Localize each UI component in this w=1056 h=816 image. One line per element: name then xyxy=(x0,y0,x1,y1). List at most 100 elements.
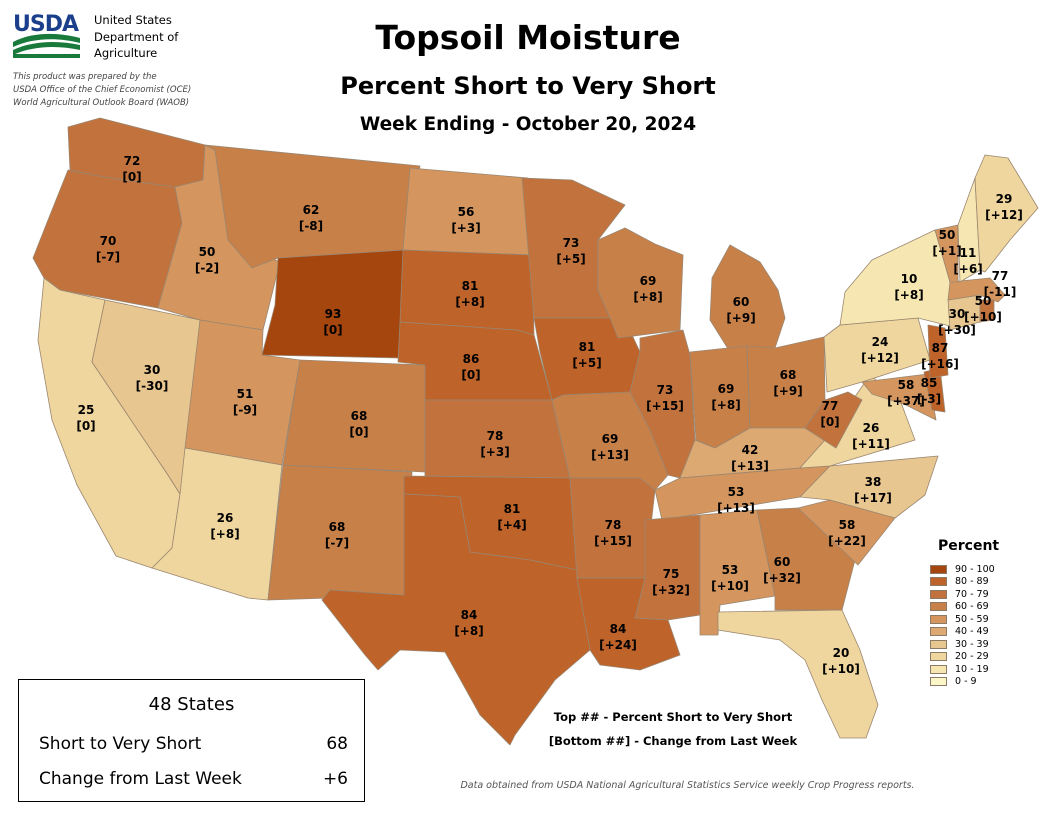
state-change-label: [-8] xyxy=(299,219,323,233)
prepared-line: USDA Office of the Chief Economist (OCE) xyxy=(13,85,192,95)
state-value-label: 81 xyxy=(462,279,479,293)
legend-swatch xyxy=(930,627,947,637)
legend-swatch xyxy=(930,614,947,624)
state-change-label: [0] xyxy=(349,425,368,439)
state-change-label: [+8] xyxy=(455,295,484,309)
state-wyoming xyxy=(261,249,405,359)
state-west-virginia xyxy=(804,391,863,449)
state-rhode-island xyxy=(979,299,995,323)
week-ending-date: Week Ending - October 20, 2024 xyxy=(359,114,697,135)
legend-label: 90 - 100 xyxy=(955,563,995,575)
legend-label: 60 - 69 xyxy=(955,601,989,613)
state-shapes xyxy=(32,117,1039,746)
state-massachusetts xyxy=(947,277,1006,303)
state-change-label: [+3] xyxy=(451,221,480,235)
agency-line: United States xyxy=(94,13,172,27)
state-labels: 72 [0] 70 [-7] 25 [0] 30 [-30] 50 [-2] 62 [-8] 93 [0]… xyxy=(76,154,1023,676)
state-wisconsin xyxy=(597,227,684,339)
state-value-label: 50 xyxy=(939,228,956,242)
state-vermont xyxy=(934,224,959,283)
state-value-label: 77 xyxy=(822,399,839,413)
state-change-label: [+8] xyxy=(210,527,239,541)
state-change-label: [+37] xyxy=(887,394,925,408)
state-value-label: 84 xyxy=(610,622,627,636)
state-change-label: [-11] xyxy=(984,285,1017,299)
state-change-label: [0] xyxy=(323,323,342,337)
legend-swatch xyxy=(930,664,947,674)
state-value-label: 73 xyxy=(563,236,580,250)
state-value-label: 73 xyxy=(657,383,674,397)
state-value-label: 86 xyxy=(463,352,480,366)
legend-item: 30 - 39 xyxy=(930,638,1045,651)
state-change-label: [+3] xyxy=(480,445,509,459)
state-change-label: [+11] xyxy=(852,437,890,451)
map-title: Topsoil Moisture xyxy=(375,18,681,57)
state-texas xyxy=(321,493,591,746)
state-arizona xyxy=(151,447,283,601)
note-bottom-change: [Bottom ##] - Change from Last Week xyxy=(548,734,798,748)
state-maine xyxy=(974,154,1039,273)
state-value-label: 30 xyxy=(144,363,161,377)
state-change-label: [+1] xyxy=(932,244,961,258)
state-change-label: [-2] xyxy=(195,261,219,275)
legend-title: Percent xyxy=(938,538,1000,554)
state-change-label: [0] xyxy=(461,368,480,382)
state-change-label: [+15] xyxy=(594,534,632,548)
state-value-label: 68 xyxy=(351,409,368,423)
agency-name: United States Department of Agriculture xyxy=(94,12,178,62)
state-change-label: [+13] xyxy=(591,448,629,462)
legend-label: 20 - 29 xyxy=(955,651,989,663)
state-value-label: 60 xyxy=(733,295,750,309)
state-value-label: 58 xyxy=(898,378,915,392)
map-subtitle: Percent Short to Very Short xyxy=(340,72,716,100)
svg-text:USDA: USDA xyxy=(13,12,79,37)
state-change-label: [+10] xyxy=(822,662,860,676)
state-change-label: [-7] xyxy=(96,250,120,264)
state-value-label: 26 xyxy=(217,511,234,525)
summary-title: 48 States xyxy=(148,694,235,715)
summary-label: Short to Very Short xyxy=(39,734,202,754)
state-value-label: 93 xyxy=(325,307,342,321)
state-value-label: 78 xyxy=(487,429,504,443)
state-change-label: [+12] xyxy=(985,208,1023,222)
legend-item: 80 - 89 xyxy=(930,576,1045,589)
state-new-jersey xyxy=(927,324,949,379)
summary-value: 68 xyxy=(326,734,348,754)
state-value-label: 10 xyxy=(901,272,918,286)
legend-swatch xyxy=(930,652,947,662)
state-change-label: [+8] xyxy=(894,288,923,302)
state-change-label: [+9] xyxy=(726,311,755,325)
summary-value: +6 xyxy=(322,769,348,789)
state-value-label: 51 xyxy=(237,387,254,401)
state-value-label: 20 xyxy=(833,646,850,660)
state-change-label: [+8] xyxy=(454,624,483,638)
legend-item: 20 - 29 xyxy=(930,651,1045,664)
state-value-label: 81 xyxy=(504,502,521,516)
legend: Percent 90 - 100 80 - 89 70 - 79 60 - 69 50 … xyxy=(930,538,1045,688)
state-change-label: [+16] xyxy=(921,357,959,371)
legend-label: 50 - 59 xyxy=(955,613,989,625)
legend-swatch xyxy=(930,677,947,687)
legend-item: 40 - 49 xyxy=(930,626,1045,639)
state-illinois xyxy=(629,329,696,479)
state-change-label: [+9] xyxy=(773,384,802,398)
state-change-label: [0] xyxy=(122,170,141,184)
state-value-label: 81 xyxy=(579,340,596,354)
legend-item: 90 - 100 xyxy=(930,563,1045,576)
state-change-label: [+10] xyxy=(964,310,1002,324)
state-value-label: 29 xyxy=(996,192,1013,206)
state-change-label: [0] xyxy=(820,415,839,429)
note-top-value: Top ## - Percent Short to Very Short xyxy=(553,710,793,724)
state-change-label: [+12] xyxy=(861,351,899,365)
legend-item: 50 - 59 xyxy=(930,613,1045,626)
state-value-label: 84 xyxy=(461,608,478,622)
state-change-label: [-30] xyxy=(136,379,169,393)
legend-item: 10 - 19 xyxy=(930,663,1045,676)
legend-label: 30 - 39 xyxy=(955,638,989,650)
legend-swatch xyxy=(930,564,947,574)
state-value-label: 53 xyxy=(728,485,745,499)
legend-label: 80 - 89 xyxy=(955,576,989,588)
legend-swatch xyxy=(930,639,947,649)
state-change-label: [-7] xyxy=(325,536,349,550)
